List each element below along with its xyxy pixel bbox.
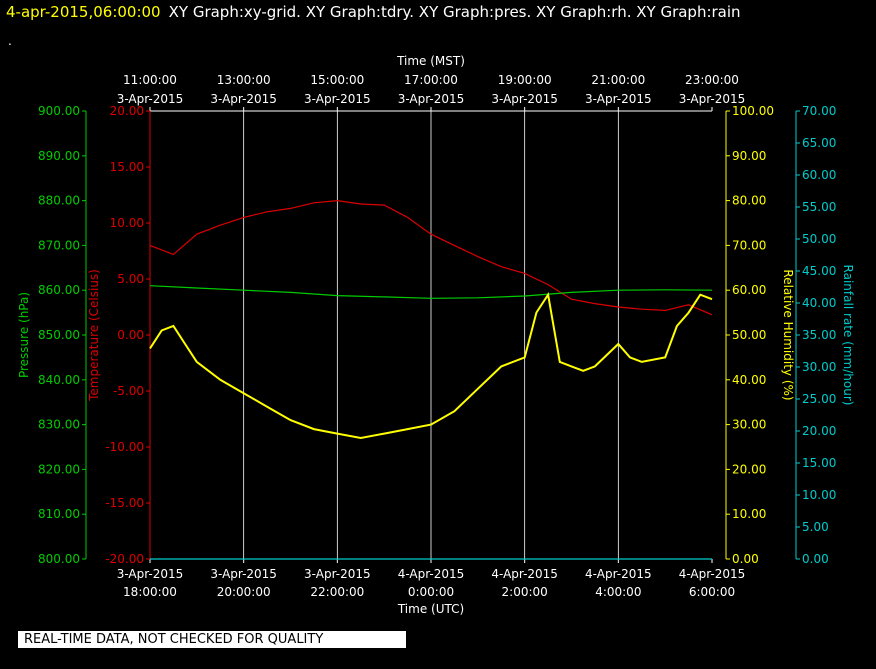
- rainfall-tick-label: 55.00: [802, 200, 836, 214]
- rainfall-tick-label: 20.00: [802, 424, 836, 438]
- pressure-tick-label: 800.00: [38, 552, 80, 566]
- bottom-tick-date: 4-Apr-2015: [585, 567, 652, 581]
- humidity-tick-label: 0.00: [732, 552, 759, 566]
- bottom-tick-time: 6:00:00: [689, 585, 735, 599]
- bottom-tick-time: 22:00:00: [310, 585, 364, 599]
- rainfall-tick-label: 40.00: [802, 296, 836, 310]
- humidity-tick-label: 50.00: [732, 328, 766, 342]
- rainfall-tick-label: 50.00: [802, 232, 836, 246]
- rainfall-tick-label: 0.00: [802, 552, 829, 566]
- temperature-tick-label: -20.00: [105, 552, 144, 566]
- header-datetime: 4-apr-2015,06:00:00: [6, 3, 161, 21]
- humidity-tick-label: 20.00: [732, 462, 766, 476]
- top-axis-label: Time (MST): [396, 54, 465, 68]
- top-tick-time: 19:00:00: [498, 73, 552, 87]
- pressure-tick-label: 810.00: [38, 507, 80, 521]
- top-tick-date: 3-Apr-2015: [304, 92, 371, 106]
- temperature-tick-label: -10.00: [105, 440, 144, 454]
- header-dot: .: [8, 34, 12, 48]
- pressure-tick-label: 860.00: [38, 283, 80, 297]
- rainfall-tick-label: 65.00: [802, 136, 836, 150]
- temperature-tick-label: 15.00: [110, 160, 144, 174]
- bottom-tick-date: 3-Apr-2015: [117, 567, 184, 581]
- pressure-tick-label: 840.00: [38, 373, 80, 387]
- pressure-tick-label: 830.00: [38, 418, 80, 432]
- temperature-tick-label: -15.00: [105, 496, 144, 510]
- temperature-tick-label: 10.00: [110, 216, 144, 230]
- bottom-tick-date: 3-Apr-2015: [210, 567, 277, 581]
- bottom-tick-date: 3-Apr-2015: [304, 567, 371, 581]
- rainfall-tick-label: 35.00: [802, 328, 836, 342]
- top-tick-time: 11:00:00: [123, 73, 177, 87]
- bottom-axis-label: Time (UTC): [397, 602, 464, 616]
- top-tick-date: 3-Apr-2015: [491, 92, 558, 106]
- top-tick-date: 3-Apr-2015: [585, 92, 652, 106]
- rainfall-tick-label: 5.00: [802, 520, 829, 534]
- top-tick-time: 23:00:00: [685, 73, 739, 87]
- top-tick-date: 3-Apr-2015: [117, 92, 184, 106]
- top-tick-time: 17:00:00: [404, 73, 458, 87]
- humidity-tick-label: 80.00: [732, 194, 766, 208]
- bottom-tick-time: 20:00:00: [217, 585, 271, 599]
- series-tdry: [149, 199, 713, 316]
- humidity-tick-label: 100.00: [732, 104, 774, 118]
- rainfall-tick-label: 70.00: [802, 104, 836, 118]
- temperature-tick-label: 0.00: [117, 328, 144, 342]
- rainfall-tick-label: 45.00: [802, 264, 836, 278]
- humidity-tick-label: 30.00: [732, 418, 766, 432]
- pressure-tick-label: 880.00: [38, 194, 80, 208]
- temperature-tick-label: -5.00: [113, 384, 144, 398]
- rainfall-tick-label: 10.00: [802, 488, 836, 502]
- top-tick-time: 13:00:00: [217, 73, 271, 87]
- humidity-tick-label: 70.00: [732, 238, 766, 252]
- bottom-tick-time: 2:00:00: [502, 585, 548, 599]
- chart-header: 4-apr-2015,06:00:00 XY Graph:xy-grid. XY …: [6, 3, 741, 21]
- pressure-tick-label: 890.00: [38, 149, 80, 163]
- series-pres: [149, 285, 713, 299]
- temperature-tick-label: 20.00: [110, 104, 144, 118]
- humidity-tick-label: 90.00: [732, 149, 766, 163]
- humidity-tick-label: 10.00: [732, 507, 766, 521]
- temperature-axis-label: Temperature (Celsius): [87, 269, 101, 402]
- bottom-tick-time: 18:00:00: [123, 585, 177, 599]
- bottom-tick-time: 4:00:00: [595, 585, 641, 599]
- pressure-axis-label: Pressure (hPa): [17, 292, 31, 378]
- humidity-tick-label: 60.00: [732, 283, 766, 297]
- bottom-tick-date: 4-Apr-2015: [491, 567, 558, 581]
- rainfall-tick-label: 15.00: [802, 456, 836, 470]
- top-tick-date: 3-Apr-2015: [210, 92, 277, 106]
- temperature-tick-label: 5.00: [117, 272, 144, 286]
- bottom-tick-time: 0:00:00: [408, 585, 454, 599]
- humidity-tick-label: 40.00: [732, 373, 766, 387]
- series-rh: [149, 292, 713, 440]
- quality-notice: REAL-TIME DATA, NOT CHECKED FOR QUALITY: [18, 631, 406, 648]
- pressure-tick-label: 870.00: [38, 238, 80, 252]
- rainfall-tick-label: 25.00: [802, 392, 836, 406]
- top-tick-date: 3-Apr-2015: [398, 92, 465, 106]
- pressure-tick-label: 820.00: [38, 462, 80, 476]
- pressure-tick-label: 850.00: [38, 328, 80, 342]
- humidity-axis-label: Relative Humidity (%): [781, 269, 795, 400]
- bottom-tick-date: 4-Apr-2015: [398, 567, 465, 581]
- top-tick-time: 21:00:00: [591, 73, 645, 87]
- top-tick-time: 15:00:00: [310, 73, 364, 87]
- rainfall-tick-label: 60.00: [802, 168, 836, 182]
- header-graph-titles: XY Graph:xy-grid. XY Graph:tdry. XY Grap…: [168, 3, 741, 21]
- bottom-tick-date: 4-Apr-2015: [679, 567, 746, 581]
- rainfall-axis-label: Rainfall rate (mm/hour): [841, 265, 855, 406]
- top-tick-date: 3-Apr-2015: [679, 92, 746, 106]
- rainfall-tick-label: 30.00: [802, 360, 836, 374]
- pressure-tick-label: 900.00: [38, 104, 80, 118]
